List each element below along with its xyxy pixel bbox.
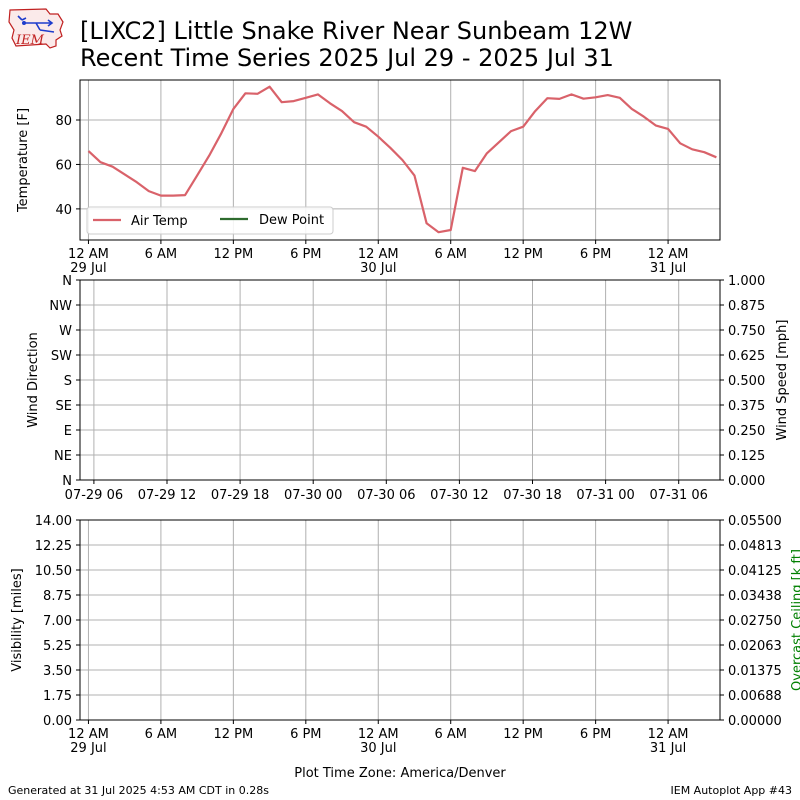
temp-plot-frame [79, 79, 721, 241]
vis-xtick-label: 6 PM [580, 727, 611, 742]
vis-xtick-label: 6 PM [290, 727, 321, 742]
wind-speed-tick-label: 0.000 [728, 474, 765, 489]
temp-xtick-label: 12 PM [213, 247, 253, 262]
air-temp-line [87, 85, 717, 234]
wind-dir-tick-label: NW [49, 299, 72, 314]
wind-xtick-label: 07-30 12 [430, 488, 488, 503]
visibility-tick-label: 0.00 [43, 714, 72, 729]
wind-xtick-label: 07-30 18 [503, 488, 561, 503]
wind-dir-tick-label: SE [56, 399, 72, 414]
temp-xtick-date-label: 31 Jul [650, 261, 686, 276]
vis-xtick-date-label: 31 Jul [650, 741, 686, 756]
wind-speed-tick-label: 0.750 [728, 324, 765, 339]
temp-xtick-date-label: 29 Jul [70, 261, 106, 276]
vis-xtick-label: 12 AM [358, 727, 399, 742]
wind-dir-tick-label: W [59, 324, 72, 339]
temp-ytick-label: 40 [55, 203, 72, 218]
wind-speed-tick-label: 0.625 [728, 349, 765, 364]
temp-xtick-label: 6 AM [145, 247, 178, 262]
ceiling-tick-label: 0.04125 [728, 564, 782, 579]
wind-xtick-label: 07-31 00 [576, 488, 634, 503]
temp-xtick-label: 12 AM [68, 247, 109, 262]
wind-speed-tick-label: 0.375 [728, 399, 765, 414]
wind-dir-tick-label: NE [54, 449, 72, 464]
app-footer: IEM Autoplot App #43 [670, 784, 793, 797]
visibility-tick-label: 12.25 [35, 539, 72, 554]
temp-xtick-label: 12 AM [648, 247, 689, 262]
logo-text: IEM [15, 33, 45, 48]
visibility-tick-label: 14.00 [35, 514, 72, 529]
wind-dir-tick-label: SW [51, 349, 72, 364]
ceiling-tick-label: 0.02063 [728, 639, 782, 654]
temp-xtick-label: 6 PM [580, 247, 611, 262]
ceiling-tick-label: 0.01375 [728, 664, 782, 679]
ceiling-tick-label: 0.02750 [728, 614, 782, 629]
ceiling-tick-label: 0.05500 [728, 514, 782, 529]
temp-xtick-label: 12 PM [503, 247, 543, 262]
iem-logo: IEM [8, 8, 64, 49]
wind-xtick-label: 07-30 06 [357, 488, 415, 503]
vis-xtick-label: 6 AM [434, 727, 467, 742]
temp-ytick-label: 60 [55, 158, 72, 173]
legend-dew-point-label: Dew Point [259, 213, 324, 228]
vis-xtick-label: 12 PM [213, 727, 253, 742]
visibility-ylabel: Visibility [miles] [10, 568, 25, 671]
wind-speed-tick-label: 0.250 [728, 424, 765, 439]
wind-xtick-label: 07-30 00 [284, 488, 342, 503]
visibility-tick-label: 8.75 [43, 589, 72, 604]
ceiling-tick-label: 0.03438 [728, 589, 782, 604]
wind-dir-tick-label: S [64, 374, 72, 389]
chart-title-line2: Recent Time Series 2025 Jul 29 - 2025 Ju… [80, 44, 614, 72]
wind-xtick-label: 07-29 18 [211, 488, 269, 503]
generated-footer: Generated at 31 Jul 2025 4:53 AM CDT in … [8, 784, 269, 797]
wind-xtick-label: 07-31 06 [649, 488, 707, 503]
vis-plot-frame [79, 519, 721, 721]
temp-ytick-label: 80 [55, 114, 72, 129]
vis-xtick-label: 12 PM [503, 727, 543, 742]
legend-air-temp-label: Air Temp [131, 214, 188, 229]
wind-plot-frame [79, 279, 721, 481]
temp-xtick-label: 6 PM [290, 247, 321, 262]
ceiling-tick-label: 0.04813 [728, 539, 782, 554]
wind-speed-tick-label: 0.500 [728, 374, 765, 389]
ceiling-tick-label: 0.00000 [728, 714, 782, 729]
visibility-tick-label: 7.00 [43, 614, 72, 629]
ceiling-tick-label: 0.00688 [728, 689, 782, 704]
wind-xtick-label: 07-29 06 [65, 488, 123, 503]
visibility-tick-label: 1.75 [43, 689, 72, 704]
wind-speed-tick-label: 0.875 [728, 299, 765, 314]
visibility-tick-label: 5.25 [43, 639, 72, 654]
vis-xtick-label: 6 AM [145, 727, 178, 742]
vis-xtick-date-label: 29 Jul [70, 741, 106, 756]
vis-xtick-date-label: 30 Jul [360, 741, 396, 756]
temp-xtick-label: 6 AM [434, 247, 467, 262]
wind-dir-tick-label: N [62, 274, 72, 289]
temp-xtick-date-label: 30 Jul [360, 261, 396, 276]
temp-ylabel: Temperature [F] [16, 108, 31, 213]
temp-xtick-label: 12 AM [358, 247, 399, 262]
ceiling-ylabel: Overcast Ceiling [k ft] [790, 549, 800, 691]
vis-xtick-label: 12 AM [68, 727, 109, 742]
wind-dir-tick-label: N [62, 474, 72, 489]
vis-xtick-label: 12 AM [648, 727, 689, 742]
wind-speed-ylabel: Wind Speed [mph] [775, 320, 790, 441]
chart-title-line1: [LIXC2] Little Snake River Near Sunbeam … [80, 17, 633, 45]
wind-speed-tick-label: 0.125 [728, 449, 765, 464]
timezone-xlabel: Plot Time Zone: America/Denver [294, 766, 506, 781]
legend-box [86, 206, 334, 235]
wind-xtick-label: 07-29 12 [138, 488, 196, 503]
wind-direction-ylabel: Wind Direction [26, 332, 41, 428]
visibility-tick-label: 10.50 [35, 564, 72, 579]
visibility-tick-label: 3.50 [43, 664, 72, 679]
wind-dir-tick-label: E [64, 424, 72, 439]
wind-speed-tick-label: 1.000 [728, 274, 765, 289]
